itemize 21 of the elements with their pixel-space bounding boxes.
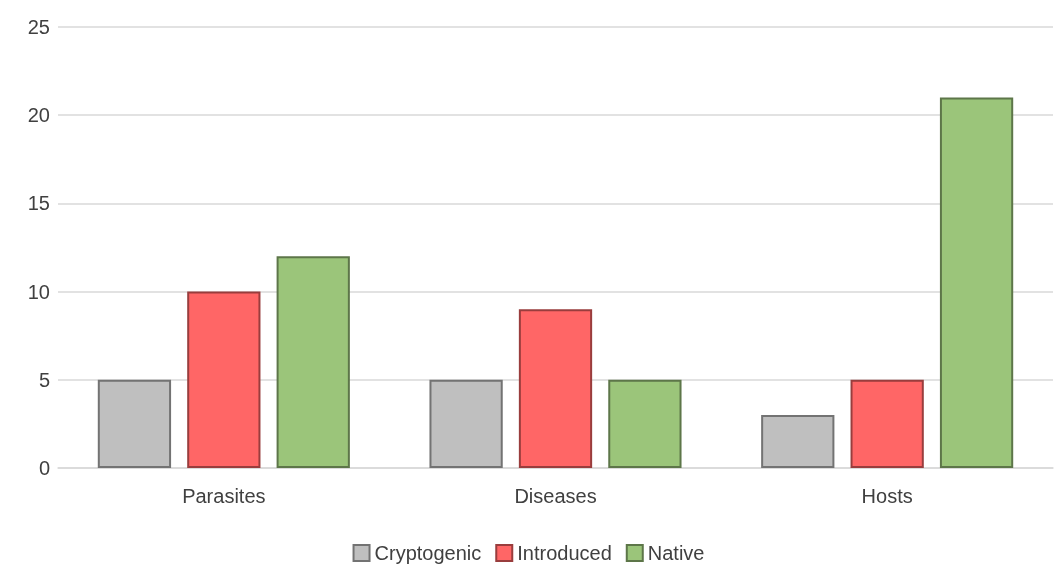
legend-label: Cryptogenic <box>374 542 482 564</box>
bar <box>518 309 593 468</box>
bar <box>276 256 350 468</box>
bar <box>608 379 682 468</box>
bar <box>850 379 924 468</box>
y-tick-label: 25 <box>27 16 50 38</box>
y-tick-label: 0 <box>38 457 50 479</box>
bar <box>187 291 261 468</box>
legend-label: Introduced <box>517 542 612 564</box>
bar <box>761 415 835 468</box>
bar <box>429 379 503 468</box>
y-tick-label: 15 <box>27 192 50 215</box>
y-tick-label: 10 <box>27 280 50 303</box>
y-tick-label: 5 <box>38 368 50 391</box>
bar <box>939 97 1014 468</box>
x-tick-label: Hosts <box>861 485 913 507</box>
x-tick-label: Parasites <box>182 485 266 507</box>
y-tick-label: 20 <box>27 104 50 127</box>
legend-label: Native <box>647 542 705 564</box>
bar <box>97 379 172 468</box>
x-tick-label: Diseases <box>514 485 597 507</box>
